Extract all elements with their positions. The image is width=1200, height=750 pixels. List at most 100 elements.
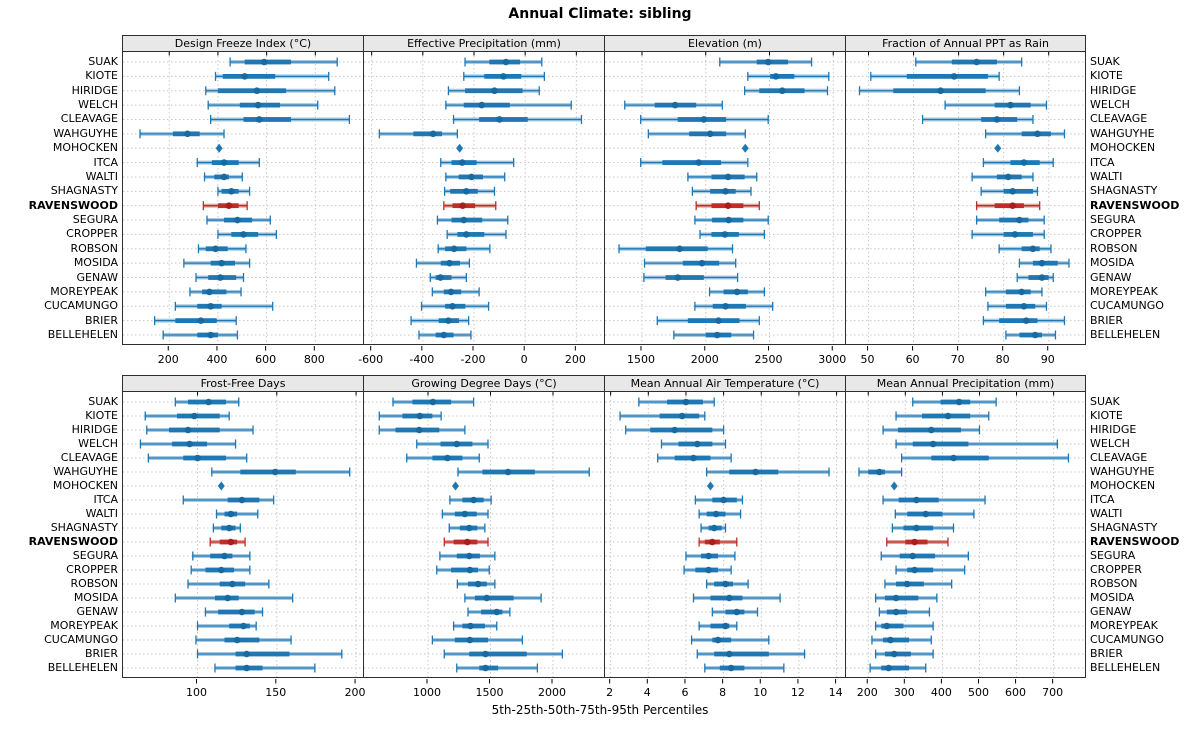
station-row-mosida <box>183 258 251 268</box>
median-dot <box>674 274 681 281</box>
axis-tick-label: 6 <box>681 686 688 699</box>
station-row-mohocken <box>994 143 1002 153</box>
station-row-robson <box>187 579 270 589</box>
panel-plot-elevation-m <box>604 52 845 345</box>
station-row-kiote <box>870 71 1000 81</box>
row-label-right-brier: BRIER <box>1090 313 1124 327</box>
station-row-bellehelen <box>162 330 239 340</box>
station-row-itca <box>449 495 492 505</box>
row-label-left-cucamungo: CUCAMUNGO <box>44 299 118 313</box>
station-row-segura <box>975 215 1045 225</box>
station-row-mosida <box>1018 258 1070 268</box>
median-dot <box>465 524 473 532</box>
median-dot <box>440 331 448 339</box>
station-row-kiote <box>747 71 830 81</box>
row-label-left-bellehelen: BELLEHELEN <box>47 661 118 674</box>
median-dot <box>876 468 883 476</box>
row-label-left-kiote: KIOTE <box>85 409 118 422</box>
row-label-right-moreypeak: MOREYPEAK <box>1090 619 1158 632</box>
row-label-right-cropper: CROPPER <box>1090 227 1142 241</box>
row-label-right-mosida: MOSIDA <box>1090 256 1135 270</box>
median-dot <box>191 412 198 420</box>
station-row-mohocken <box>890 481 898 491</box>
iqr-bar-25-75 <box>881 623 904 629</box>
axis-tick-label: 300 <box>894 686 915 699</box>
station-row-suak <box>229 57 338 67</box>
x-axis-growing-degree-days-c: 1000 1500 2000 <box>413 679 566 699</box>
station-row-shagnasty <box>700 523 727 533</box>
station-row-suak <box>915 57 1023 67</box>
median-dot <box>468 173 475 181</box>
median-dot <box>482 664 489 672</box>
row-label-left-segura: SEGURA <box>72 213 118 227</box>
axis-tick-label: 600 <box>255 353 276 366</box>
diamond-marker <box>456 143 464 153</box>
station-row-cropper <box>436 565 490 575</box>
row-label-left-walti: WALTI <box>85 169 118 183</box>
station-row-walti <box>203 172 243 182</box>
station-row-moreypeak <box>452 621 498 631</box>
median-dot <box>714 636 722 644</box>
median-dot <box>218 566 225 574</box>
station-row-itca <box>694 495 744 505</box>
median-dot <box>764 58 772 66</box>
station-row-kiote <box>144 411 230 421</box>
median-dot <box>727 664 735 672</box>
axis-tick-label: 80 <box>996 353 1010 366</box>
axis-tick-label: 200 <box>158 353 179 366</box>
iqr-bar-25-75 <box>479 117 528 122</box>
median-dot <box>220 159 228 166</box>
station-row-cucamungo <box>195 635 292 645</box>
row-label-left-robson: ROBSON <box>70 241 118 255</box>
station-row-suak <box>912 397 997 407</box>
median-dot <box>260 58 268 66</box>
median-dot <box>1029 245 1037 253</box>
row-label-right-kiote: KIOTE <box>1090 409 1123 422</box>
station-row-welch <box>624 100 723 110</box>
iqr-bar-25-75 <box>1003 232 1033 237</box>
station-row-shagnasty <box>443 186 496 196</box>
station-row-kiote <box>463 71 546 81</box>
station-row-walti <box>971 172 1034 182</box>
median-dot <box>682 398 690 406</box>
station-row-hiridge <box>743 86 829 96</box>
diamond-marker <box>215 143 223 153</box>
median-dot <box>911 566 918 574</box>
station-row-hiridge <box>447 86 540 96</box>
panel-plot-growing-degree-days-c <box>363 392 604 678</box>
iqr-bar-25-75 <box>883 637 910 643</box>
median-dot <box>709 538 716 546</box>
row-label-left-itca: ITCA <box>93 155 118 169</box>
row-label-left-hiridge: HIRIDGE <box>71 423 118 436</box>
x-axis-effective-precipitation-mm: -600 -400 -200 0 200 <box>358 346 586 366</box>
axis-tick-label: 2000 <box>691 353 719 366</box>
station-row-genaw <box>643 273 739 283</box>
station-row-itca <box>440 158 515 168</box>
row-label-left-hiridge: HIRIDGE <box>71 83 118 97</box>
median-dot <box>229 580 236 588</box>
median-dot <box>461 510 469 518</box>
median-dot <box>243 664 250 672</box>
diamond-marker <box>706 481 714 491</box>
axis-tick-label: 70 <box>951 353 965 366</box>
iqr-bar-25-75 <box>481 609 503 615</box>
station-row-cucamungo <box>420 301 490 311</box>
row-label-left-moreypeak: MOREYPEAK <box>50 284 118 298</box>
iqr-bar-25-75 <box>175 318 217 324</box>
iqr-bar-25-75 <box>168 427 220 433</box>
iqr-bar-25-75 <box>999 318 1038 324</box>
median-dot <box>705 566 712 574</box>
median-dot <box>220 173 228 181</box>
median-dot <box>1004 173 1012 181</box>
x-axis-frost-free-days: 100 150 200 <box>186 679 366 699</box>
x-axis-elevation-m: 1500 2000 2500 3000 <box>627 346 846 366</box>
iqr-bar-25-75 <box>224 637 260 643</box>
median-dot <box>890 650 898 658</box>
median-dot <box>722 302 729 310</box>
median-dot <box>221 552 228 560</box>
station-row-mohocken <box>706 481 714 491</box>
row-label-left-kiote: KIOTE <box>85 69 118 83</box>
axis-tick-label: 0 <box>521 353 528 366</box>
diamond-marker <box>994 143 1002 153</box>
median-dot <box>271 468 279 476</box>
